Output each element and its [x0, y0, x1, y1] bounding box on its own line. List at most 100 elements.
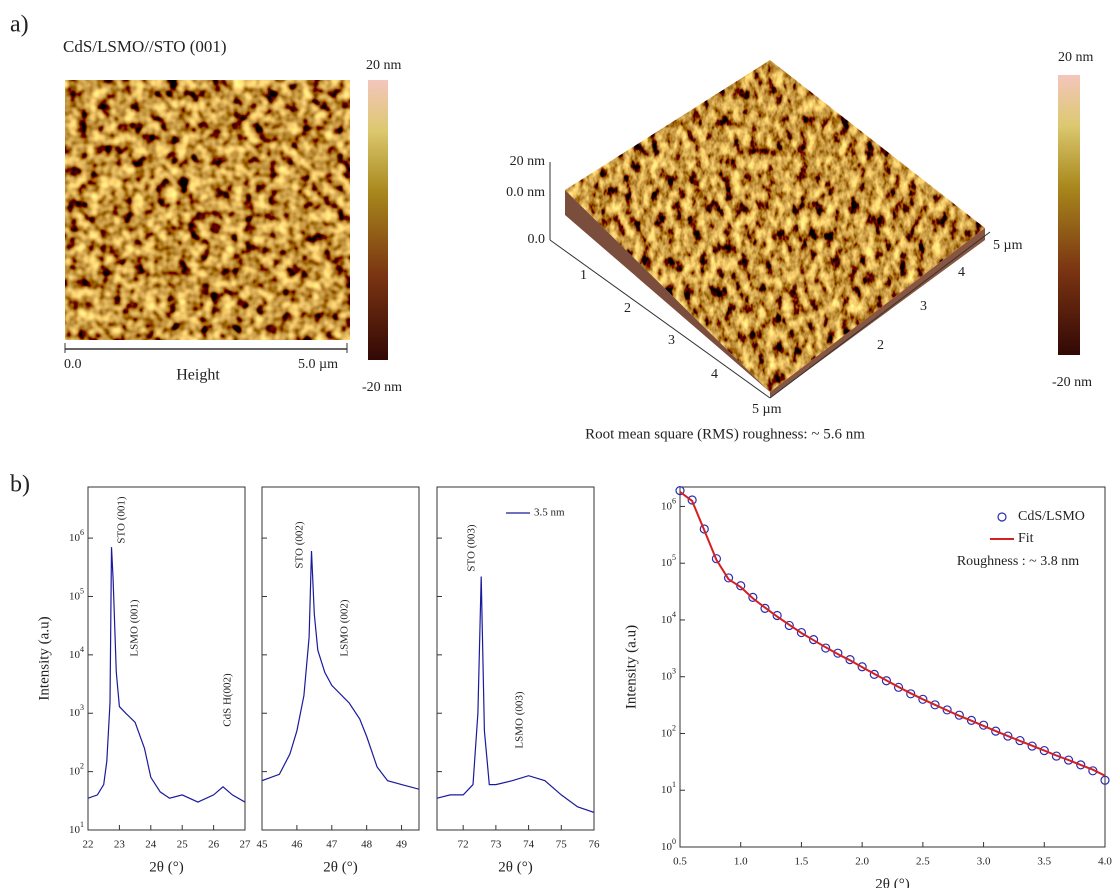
data-line: [88, 547, 245, 803]
tick-exp: 0: [672, 837, 676, 846]
tick-base: 10: [69, 707, 81, 719]
scale-end: 5.0 µm: [298, 357, 338, 372]
x-axis-label: 2θ (°): [323, 859, 357, 875]
legend-marker: [997, 512, 1007, 522]
tick-exp: 3: [80, 703, 84, 712]
annotation: Roughness : ~ 3.8 nm: [957, 554, 1079, 569]
tick-base: 10: [69, 590, 81, 602]
afm-image: [65, 80, 350, 340]
afm-caption: Root mean square (RMS) roughness: ~ 5.6 …: [585, 426, 865, 442]
tick-base: 10: [661, 500, 673, 512]
tick-base: 10: [661, 613, 673, 625]
data-point: [772, 610, 782, 621]
data-point: [991, 726, 1001, 736]
colorbar: [1058, 75, 1080, 355]
data-point: [881, 676, 892, 686]
y-axis-label: Intensity (a.u): [623, 625, 639, 709]
x-tick-label: 47: [326, 839, 338, 851]
x-label-3d: 3: [668, 333, 675, 348]
tick-base: 10: [661, 841, 673, 853]
x-tick-label: 26: [208, 839, 220, 851]
data-point: [845, 655, 855, 665]
x-tick-label: 1.5: [795, 856, 809, 868]
y-tick-label: 103: [69, 703, 84, 719]
x-tick-label: 4.0: [1098, 856, 1112, 868]
tick-exp: 4: [80, 645, 84, 654]
data-point: [954, 710, 964, 720]
x-tick-label: 27: [240, 839, 252, 851]
data-point: [918, 694, 928, 704]
x-tick-label: 2.5: [916, 856, 930, 868]
tick-base: 10: [69, 824, 81, 836]
data-point: [893, 682, 904, 692]
y-tick-label: 103: [661, 667, 676, 683]
afm-title: CdS/LSMO//STO (001): [63, 37, 227, 56]
y-tick-label: 104: [661, 610, 676, 626]
z-label: 20 nm: [510, 154, 546, 169]
y-tick-label: 105: [69, 586, 84, 602]
data-point: [906, 689, 916, 699]
data-point: [687, 495, 697, 505]
legend-label: Fit: [1018, 531, 1034, 546]
x-tick-label: 72: [458, 839, 469, 851]
y-label-3d: 4: [958, 265, 965, 280]
data-point: [1015, 735, 1025, 746]
data-point: [942, 705, 952, 715]
annotation: CdS H(002): [222, 673, 234, 727]
data-point: [784, 620, 794, 631]
x-axis-label: 2θ (°): [875, 876, 909, 888]
x-tick-label: 45: [257, 839, 269, 851]
x-axis-label: 2θ (°): [149, 859, 183, 875]
y-axis-label: Intensity (a.u): [36, 616, 52, 700]
tick-exp: 4: [672, 610, 676, 619]
data-point: [748, 592, 758, 602]
data-point: [711, 554, 722, 564]
legend-label: 3.5 nm: [534, 507, 565, 519]
colorbar-min: -20 nm: [362, 380, 402, 395]
y-tick-label: 101: [69, 820, 84, 836]
x-tick-label: 49: [396, 839, 408, 851]
x-tick-label: 23: [114, 839, 126, 851]
x-tick-label: 25: [177, 839, 189, 851]
afm-surface: [565, 60, 985, 392]
tick-exp: 2: [672, 723, 676, 732]
annotation: STO (002): [294, 521, 306, 568]
x-tick-label: 2.0: [855, 856, 869, 868]
x-tick-label: 46: [291, 839, 303, 851]
x-tick-label: 3.0: [977, 856, 991, 868]
data-point: [736, 581, 746, 591]
afm-label: Height: [176, 367, 220, 384]
tick-exp: 5: [80, 586, 84, 595]
plot-frame: [679, 486, 1106, 848]
tick-exp: 1: [672, 780, 676, 789]
afm-surface-side: [770, 228, 985, 398]
legend-label: CdS/LSMO: [1018, 509, 1085, 524]
x-label-3d: 1: [580, 268, 587, 283]
y-axis-3d: [769, 231, 991, 399]
y-tick-label: 102: [69, 761, 84, 777]
annotation: LSMO (003): [514, 691, 526, 748]
annotation: STO (001): [116, 496, 128, 543]
plot-frame: [87, 486, 246, 831]
y-label-3d: 2: [877, 338, 884, 353]
y-label-3d: 5 µm: [993, 238, 1023, 253]
x-label-3d: 4: [711, 367, 718, 382]
data-point: [808, 635, 819, 645]
data-point: [833, 648, 843, 658]
tick-exp: 3: [672, 667, 676, 676]
data-point: [699, 524, 709, 534]
x-axis-3d: [549, 239, 771, 399]
x-tick-label: 75: [556, 839, 568, 851]
x-tick-label: 48: [361, 839, 373, 851]
colorbar-max: 20 nm: [366, 58, 402, 73]
data-line: [680, 491, 1105, 777]
afm-surface-side: [565, 190, 770, 392]
y-tick-label: 102: [661, 723, 676, 739]
data-point: [1039, 745, 1049, 756]
tick-base: 10: [69, 765, 81, 777]
z-label: 0.0: [528, 232, 546, 247]
data-point: [1063, 755, 1074, 765]
data-point: [966, 715, 977, 725]
tick-base: 10: [661, 727, 673, 739]
